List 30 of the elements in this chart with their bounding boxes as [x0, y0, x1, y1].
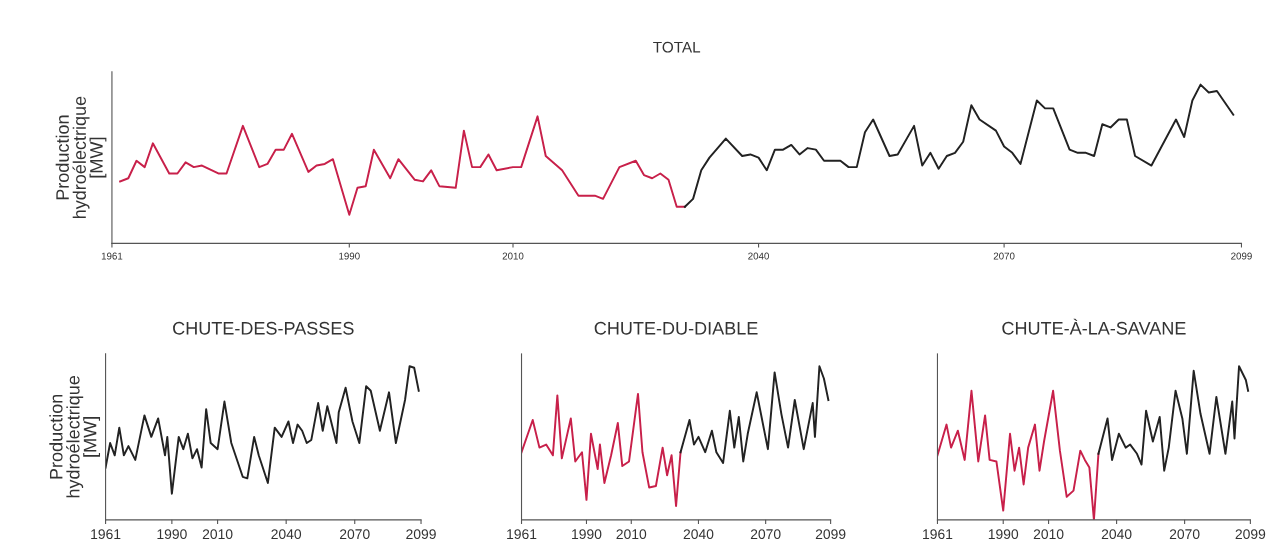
y-axis-title: Production hydroélectrique [MW] — [49, 375, 101, 498]
x-tick-label: 2040 — [271, 529, 302, 540]
x-tick-label: 1961 — [91, 529, 121, 540]
chart-title: TOTAL — [653, 41, 701, 53]
x-tick-label: 1990 — [157, 529, 187, 540]
x-tick-label: 2099 — [406, 529, 436, 540]
x-tick-label: 1990 — [339, 252, 360, 260]
x-tick-label: 1990 — [572, 529, 602, 540]
x-tick-label: 2040 — [683, 529, 714, 540]
x-tick-label: 2010 — [502, 252, 524, 260]
x-tick-label: 2010 — [616, 529, 647, 540]
x-tick-label: 1990 — [988, 529, 1019, 540]
x-tick-label: 2040 — [748, 252, 769, 260]
x-tick-label: 1961 — [923, 529, 953, 540]
x-tick-label: 2070 — [750, 529, 781, 540]
x-tick-label: 1961 — [507, 529, 537, 540]
x-tick-label: 2099 — [1231, 252, 1252, 260]
x-tick-label: 2070 — [339, 529, 370, 540]
x-tick-label: 2070 — [993, 252, 1015, 260]
x-tick-label: 2010 — [1033, 529, 1064, 540]
y-axis-title: Production hydroélectrique [MW] — [55, 96, 107, 219]
x-tick-label: 2040 — [1101, 529, 1132, 540]
x-tick-label: 2070 — [1169, 529, 1200, 540]
x-tick-label: 1961 — [101, 252, 123, 260]
chart-title: CHUTE-DU-DIABLE — [594, 321, 758, 335]
chart-title: CHUTE-DES-PASSES — [173, 321, 354, 335]
x-tick-label: 2010 — [202, 529, 233, 540]
x-tick-label: 2099 — [1235, 529, 1266, 540]
chart-title: CHUTE-À-LA-SAVANE — [1002, 318, 1186, 335]
x-tick-label: 2099 — [815, 529, 846, 540]
